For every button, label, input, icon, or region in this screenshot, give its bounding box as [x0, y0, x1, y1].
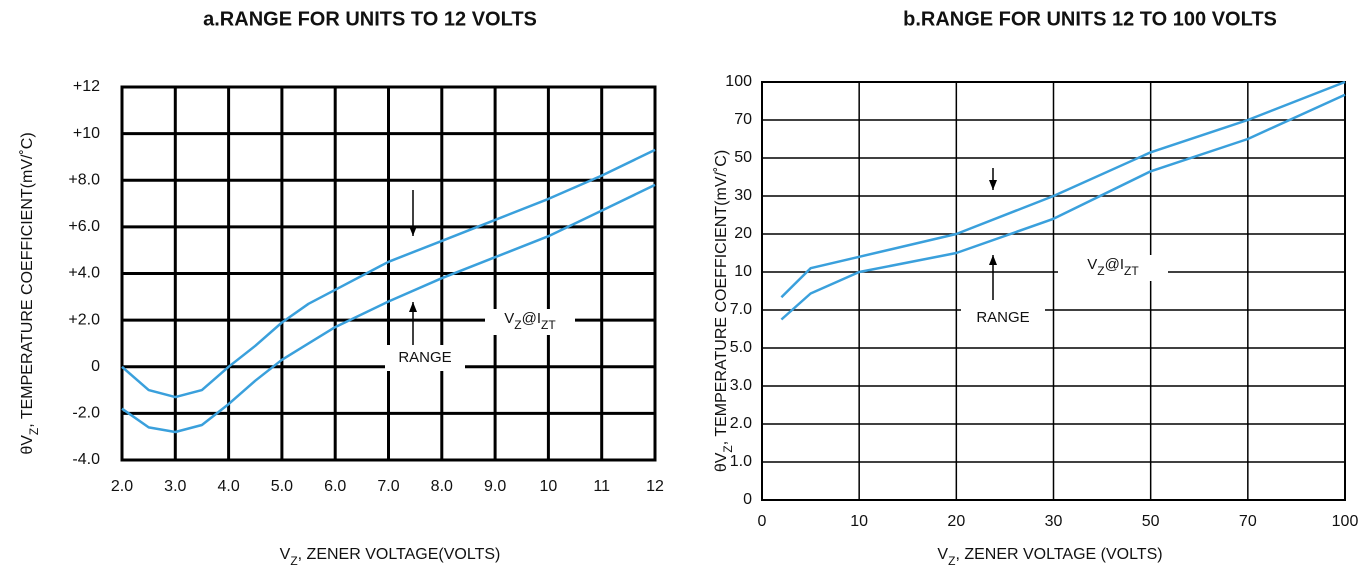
x-tick-label: 8.0 — [431, 478, 453, 495]
annotation: RANGE — [976, 309, 1029, 326]
x-tick-label: 50 — [1142, 513, 1160, 530]
series-line — [121, 183, 656, 434]
x-tick-label: 3.0 — [164, 478, 186, 495]
annotation-box — [1058, 255, 1168, 281]
x-tick-label: 5.0 — [271, 478, 293, 495]
annotation: VZ@IZT — [504, 310, 556, 332]
x-tick-label: 70 — [1239, 513, 1257, 530]
arrow-head — [989, 255, 997, 265]
y-tick-label: 30 — [734, 187, 752, 204]
chart-title: b.RANGE FOR UNITS 12 TO 100 VOLTS — [903, 8, 1277, 30]
y-tick-label: 10 — [734, 263, 752, 280]
x-tick-label: 10 — [540, 478, 558, 495]
x-axis-label: VZ, ZENER VOLTAGE (VOLTS) — [937, 546, 1162, 568]
y-tick-label: -4.0 — [72, 451, 100, 468]
series-line — [121, 148, 656, 399]
x-tick-label: 10 — [850, 513, 868, 530]
annotation-box — [961, 305, 1045, 331]
annotation-box — [385, 345, 465, 371]
series-line — [780, 80, 1346, 299]
x-tick-label: 12 — [646, 478, 664, 495]
x-tick-label: 9.0 — [484, 478, 506, 495]
plot-frame — [120, 85, 657, 462]
y-tick-label: 0 — [743, 491, 752, 508]
y-tick-label: 100 — [725, 73, 752, 90]
label-part: , ZENER VOLTAGE (VOLTS) — [955, 546, 1162, 563]
y-tick-label: 3.0 — [730, 377, 752, 394]
y-tick-label: +6.0 — [68, 218, 100, 235]
label-part: Z — [290, 554, 297, 568]
annotation-box — [485, 309, 575, 335]
chart-title: a.RANGE FOR UNITS TO 12 VOLTS — [203, 8, 537, 30]
arrow-head — [409, 226, 417, 236]
label-part: Z — [721, 445, 735, 452]
label-part: @I — [522, 310, 541, 327]
label-part: θV — [19, 435, 36, 455]
x-tick-label: 4.0 — [217, 478, 239, 495]
y-tick-label: 5.0 — [730, 339, 752, 356]
x-tick-label: 0 — [758, 513, 767, 530]
y-tick-label: +8.0 — [68, 171, 100, 188]
label-part: @I — [1105, 256, 1124, 273]
y-tick-label: +2.0 — [68, 311, 100, 328]
y-tick-label: +12 — [73, 78, 100, 95]
label-part: Z — [514, 318, 521, 332]
y-tick-label: 70 — [734, 111, 752, 128]
arrow-head — [409, 302, 417, 312]
y-tick-label: +10 — [73, 125, 100, 142]
label-part: , ZENER VOLTAGE(VOLTS) — [298, 546, 501, 563]
x-tick-label: 11 — [593, 478, 610, 495]
y-tick-label: 0 — [91, 358, 100, 375]
y-axis-label: θVZ, TEMPERATURE COEFFICIENT(mV/˚C) — [713, 150, 735, 472]
y-tick-label: 7.0 — [730, 301, 752, 318]
annotation: VZ@IZT — [1087, 256, 1139, 278]
label-part: , TEMPERATURE COEFFICIENT(mV/˚C) — [713, 150, 730, 445]
y-tick-label: 20 — [734, 225, 752, 242]
annotation: RANGE — [398, 349, 451, 366]
x-tick-label: 6.0 — [324, 478, 346, 495]
series-line — [780, 93, 1346, 321]
y-tick-label: +4.0 — [68, 265, 100, 282]
y-tick-label: 50 — [734, 149, 752, 166]
label-part: ZT — [541, 318, 556, 332]
x-axis-label: VZ, ZENER VOLTAGE(VOLTS) — [280, 546, 501, 568]
plot-frame — [761, 81, 1346, 501]
label-part: ZT — [1124, 264, 1139, 278]
label-part: V — [937, 546, 948, 563]
y-tick-label: -2.0 — [72, 405, 100, 422]
label-part: V — [504, 310, 514, 327]
label-part: θV — [713, 452, 730, 472]
label-part: , TEMPERATURE COEFFICIENT(mV/˚C) — [19, 132, 36, 427]
arrow-head — [989, 180, 997, 190]
label-part: V — [1087, 256, 1097, 273]
x-tick-label: 30 — [1045, 513, 1063, 530]
x-tick-label: 2.0 — [111, 478, 133, 495]
x-tick-label: 20 — [947, 513, 965, 530]
y-tick-label: 1.0 — [730, 453, 752, 470]
x-tick-label: 7.0 — [377, 478, 399, 495]
label-part: Z — [948, 554, 955, 568]
label-part: Z — [27, 428, 41, 435]
label-part: Z — [1097, 264, 1104, 278]
y-axis-label: θVZ, TEMPERATURE COEFFICIENT(mV/˚C) — [19, 132, 41, 454]
x-tick-label: 100 — [1332, 513, 1359, 530]
label-part: V — [280, 546, 291, 563]
y-tick-label: 2.0 — [730, 415, 752, 432]
